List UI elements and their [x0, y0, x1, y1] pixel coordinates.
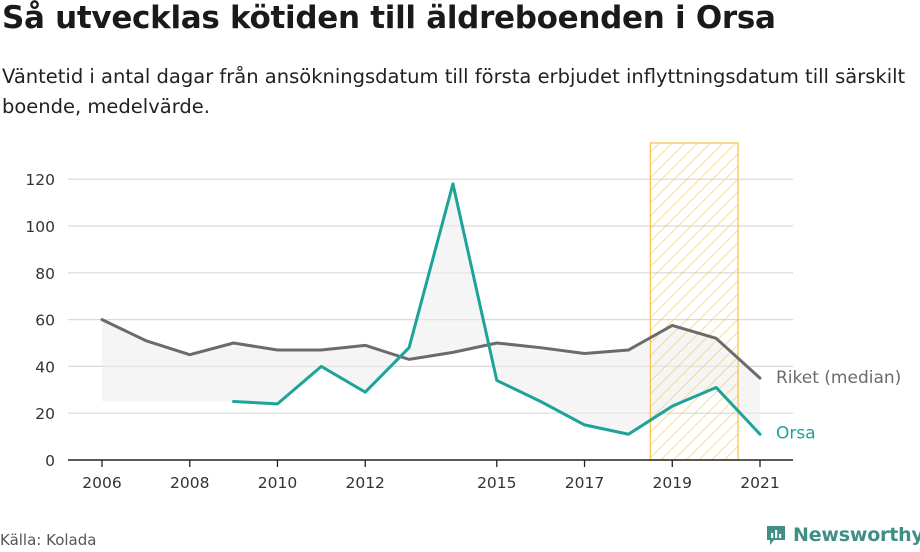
brand-name: Newsworthy: [793, 524, 920, 546]
series-layer: [100, 182, 762, 436]
y-tick-label: 100: [25, 218, 55, 236]
source-note: Källa: Kolada: [0, 531, 97, 549]
x-tick-label: 2008: [170, 474, 209, 492]
fill-layer: [102, 183, 760, 435]
series-label-orsa: Orsa: [776, 423, 816, 443]
x-tick-label: 2006: [82, 474, 121, 492]
brand-logo: Newsworthy: [765, 520, 920, 550]
chart-title: Så utvecklas kötiden till äldreboenden i…: [2, 0, 776, 36]
y-tick-label: 60: [35, 312, 55, 330]
x-tick-label: 2010: [258, 474, 297, 492]
x-tick-label: 2017: [565, 474, 604, 492]
y-tick-label: 0: [45, 452, 55, 470]
axis-layer: 0 20 40 60 80 100 120 2006 2008 2010 2012 2015 2017 2…: [25, 171, 793, 492]
x-tick-label: 2012: [345, 474, 384, 492]
y-tick-label: 120: [25, 171, 55, 189]
x-tick-label: 2015: [477, 474, 516, 492]
y-tick-label: 40: [35, 358, 55, 376]
series-label-riket: Riket (median): [776, 368, 901, 388]
y-tick-label: 20: [35, 405, 55, 423]
difference-area: [102, 183, 760, 435]
label-layer: Riket (median) Orsa: [776, 368, 901, 443]
series-line-orsa: [232, 182, 762, 436]
chart-subtitle: Väntetid i antal dagar från ansökningsda…: [2, 65, 906, 118]
y-tick-label: 80: [35, 265, 55, 283]
series-line-riket: [100, 318, 762, 380]
x-tick-label: 2021: [740, 474, 779, 492]
x-tick-label: 2019: [653, 474, 692, 492]
chart-logo-icon: [767, 526, 785, 545]
